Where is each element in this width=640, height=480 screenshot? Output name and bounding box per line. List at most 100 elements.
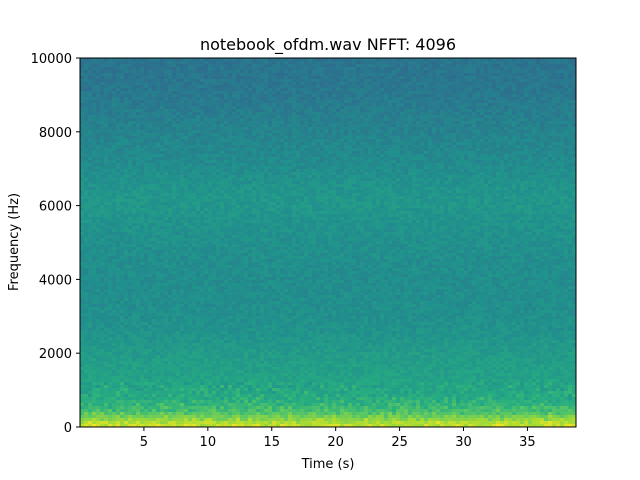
heatmap-cell <box>212 112 217 116</box>
heatmap-cell <box>92 94 97 98</box>
heatmap-cell <box>128 127 133 131</box>
heatmap-cell <box>124 130 129 134</box>
heatmap-cell <box>360 58 365 62</box>
heatmap-cell <box>80 127 85 131</box>
heatmap-cell <box>268 115 273 119</box>
heatmap-cell <box>164 133 169 137</box>
heatmap-cell <box>392 64 397 68</box>
heatmap-cell <box>84 70 89 74</box>
heatmap-cell <box>352 133 357 137</box>
heatmap-cell <box>324 67 329 71</box>
heatmap-cell <box>96 64 101 68</box>
heatmap-cell <box>392 127 397 131</box>
heatmap-cell <box>292 124 297 128</box>
heatmap-cell <box>360 76 365 80</box>
heatmap-cell <box>140 58 145 62</box>
heatmap-cell <box>196 88 201 92</box>
heatmap-cell <box>332 121 337 125</box>
heatmap-cell <box>520 88 525 92</box>
heatmap-cell <box>120 64 125 68</box>
heatmap-cell <box>472 100 477 104</box>
heatmap-cell <box>92 82 97 86</box>
heatmap-cell <box>272 100 277 104</box>
heatmap-cell <box>428 73 433 77</box>
heatmap-cell <box>500 79 505 83</box>
heatmap-cell <box>252 85 257 89</box>
heatmap-cell <box>504 76 509 80</box>
heatmap-cell <box>404 127 409 131</box>
heatmap-cell <box>352 64 357 68</box>
heatmap-cell <box>484 88 489 92</box>
heatmap-cell <box>352 112 357 116</box>
heatmap-cell <box>464 76 469 80</box>
heatmap-cell <box>348 91 353 95</box>
heatmap-cell <box>348 64 353 68</box>
heatmap-cell <box>120 121 125 125</box>
heatmap-cell <box>360 133 365 137</box>
heatmap-cell <box>536 70 541 74</box>
heatmap-cell <box>548 112 553 116</box>
heatmap-cell <box>404 61 409 65</box>
heatmap-cell <box>516 133 521 137</box>
heatmap-cell <box>108 76 113 80</box>
heatmap-cell <box>216 127 221 131</box>
heatmap-cell <box>448 133 453 137</box>
heatmap-cell <box>164 85 169 89</box>
heatmap-cell <box>400 121 405 125</box>
heatmap-cell <box>544 100 549 104</box>
heatmap-cell <box>188 118 193 122</box>
heatmap-cell <box>264 76 269 80</box>
heatmap-cell <box>232 79 237 83</box>
heatmap-cell <box>300 70 305 74</box>
heatmap-cell <box>168 91 173 95</box>
heatmap-cell <box>192 82 197 86</box>
heatmap-cell <box>412 115 417 119</box>
heatmap-cell <box>312 97 317 101</box>
heatmap-cell <box>144 88 149 92</box>
heatmap-cell <box>452 121 457 125</box>
heatmap-cell <box>224 130 229 134</box>
heatmap-cell <box>284 121 289 125</box>
heatmap-cell <box>248 127 253 131</box>
heatmap-cell <box>336 73 341 77</box>
heatmap-cell <box>424 67 429 71</box>
heatmap-cell <box>208 121 213 125</box>
heatmap-cell <box>140 94 145 98</box>
heatmap-cell <box>80 64 85 68</box>
heatmap-cell <box>124 118 129 122</box>
heatmap-cell <box>136 58 141 62</box>
heatmap-cell <box>248 133 253 137</box>
heatmap-cell <box>236 121 241 125</box>
heatmap-cell <box>84 79 89 83</box>
heatmap-cell <box>188 100 193 104</box>
heatmap-cell <box>556 94 561 98</box>
heatmap-cell <box>160 136 165 140</box>
heatmap-cell <box>428 127 433 131</box>
heatmap-cell <box>132 85 137 89</box>
heatmap-cell <box>260 124 265 128</box>
heatmap-cell <box>524 79 529 83</box>
heatmap-cell <box>348 97 353 101</box>
heatmap-cell <box>324 58 329 62</box>
heatmap-cell <box>436 61 441 65</box>
heatmap-cell <box>476 73 481 77</box>
heatmap-cell <box>384 58 389 62</box>
heatmap-cell <box>488 130 493 134</box>
heatmap-cell <box>432 76 437 80</box>
heatmap-cell <box>328 136 333 140</box>
heatmap-cell <box>236 73 241 77</box>
heatmap-cell <box>308 136 313 140</box>
heatmap-cell <box>192 124 197 128</box>
heatmap-cell <box>512 118 517 122</box>
heatmap-cell <box>288 97 293 101</box>
heatmap-cell <box>260 136 265 140</box>
heatmap-cell <box>224 88 229 92</box>
heatmap-cell <box>120 118 125 122</box>
heatmap-cell <box>156 94 161 98</box>
heatmap-cell <box>568 76 573 80</box>
heatmap-cell <box>436 70 441 74</box>
heatmap-cell <box>400 88 405 92</box>
heatmap-cell <box>472 88 477 92</box>
heatmap-cell <box>332 67 337 71</box>
heatmap-cell <box>92 103 97 107</box>
